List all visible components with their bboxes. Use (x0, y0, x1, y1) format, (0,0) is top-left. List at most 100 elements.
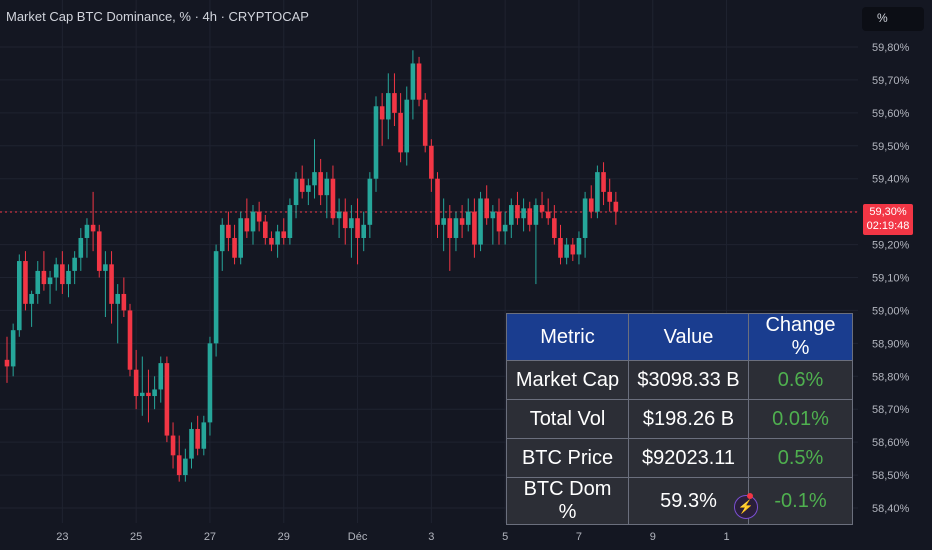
candle-body (484, 198, 489, 219)
unit-toggle-button[interactable]: % (862, 7, 924, 31)
notification-dot (747, 493, 753, 499)
candle-body (256, 211, 262, 222)
metric-name: Total Vol (506, 399, 629, 439)
x-tick-label: 1 (723, 531, 729, 543)
x-tick-label: 29 (278, 531, 290, 543)
candle (435, 172, 440, 238)
candle-body (515, 205, 520, 219)
x-tick-label: Déc (348, 531, 368, 543)
candle-body (109, 264, 114, 304)
candle-body (152, 389, 157, 397)
candle-body (527, 208, 533, 225)
candle-body (60, 264, 65, 285)
metric-change: 0.6% (748, 360, 853, 400)
candle-body (78, 237, 84, 258)
candle (263, 214, 268, 245)
candle-body (601, 172, 606, 192)
candle-body (219, 224, 225, 252)
candle-body (558, 237, 563, 258)
candle-body (607, 191, 612, 202)
metric-name: BTC Price (506, 438, 629, 478)
candle-body (416, 63, 422, 100)
metric-name: BTC Dom % (506, 477, 629, 525)
candle (533, 198, 539, 285)
candle (158, 356, 164, 403)
candle-body (490, 211, 496, 219)
candle (23, 251, 28, 311)
candle-body (183, 458, 188, 476)
candle (595, 165, 600, 219)
candle (582, 191, 588, 258)
candle (90, 191, 96, 252)
candle-body (459, 218, 465, 225)
candle (127, 303, 133, 377)
candle-body (158, 363, 164, 390)
candle-body (564, 244, 569, 258)
candle-body (103, 264, 108, 271)
candle-body (502, 224, 508, 232)
candle-body (170, 435, 176, 456)
candle-body (613, 201, 619, 212)
candle (256, 201, 262, 232)
candle (607, 178, 612, 212)
candle (576, 231, 582, 265)
candle-body (392, 93, 397, 113)
candle-body (576, 237, 582, 255)
candle-body (29, 293, 34, 304)
x-tick-label: 5 (502, 531, 508, 543)
candle (515, 191, 520, 225)
y-tick-label: 59,60% (872, 108, 910, 120)
candle-body (10, 330, 16, 367)
candle-body (342, 211, 348, 229)
candle-body (23, 261, 28, 304)
metric-value: $3098.33 B (628, 360, 749, 400)
candle-body (570, 244, 576, 255)
candle-body (238, 218, 243, 258)
candle (478, 191, 483, 252)
chart-title: Market Cap BTC Dominance, % · 4h · CRYPT… (6, 9, 309, 24)
candle (349, 205, 354, 258)
candle (558, 224, 563, 265)
table-row: BTC Dom % 59.3% -0.1% (506, 477, 853, 525)
candle (367, 172, 373, 238)
candle (330, 165, 336, 225)
candle-body (293, 178, 299, 206)
candle-body (250, 211, 256, 232)
candle (78, 228, 84, 271)
candle (453, 211, 459, 252)
candle-body (509, 205, 514, 225)
candle-body (213, 251, 219, 344)
candle (176, 435, 182, 482)
candle-body (545, 211, 551, 219)
candle (459, 205, 465, 238)
candle (410, 50, 416, 120)
candle (324, 172, 330, 219)
candle-body (47, 277, 53, 285)
candle-body (595, 172, 600, 212)
column-header-change: Change % (748, 313, 853, 361)
candle-body (539, 205, 545, 212)
candle (509, 198, 514, 238)
lightning-icon[interactable]: ⚡ (734, 495, 758, 519)
y-tick-label: 58,90% (872, 338, 910, 350)
candle (545, 198, 551, 225)
y-tick-label: 59,50% (872, 141, 910, 153)
candle (496, 198, 502, 245)
candle (60, 251, 65, 294)
candle (429, 139, 434, 192)
candle-body (386, 93, 391, 120)
candle (226, 211, 231, 252)
x-axis-labels: 23 25 27 29 Déc 3 5 7 9 1 (56, 531, 729, 543)
candle-body (244, 218, 250, 232)
y-tick-label: 58,40% (872, 503, 910, 515)
candle (84, 218, 90, 258)
metric-value: 59.3% (628, 477, 749, 525)
candle (539, 191, 545, 219)
candle-body (398, 112, 403, 153)
y-tick-label: 58,80% (872, 371, 910, 383)
y-tick-label: 59,70% (872, 75, 910, 87)
candle-body (226, 224, 231, 238)
y-tick-label: 59,00% (872, 305, 910, 317)
candle-body (379, 106, 385, 120)
candle (379, 93, 385, 146)
